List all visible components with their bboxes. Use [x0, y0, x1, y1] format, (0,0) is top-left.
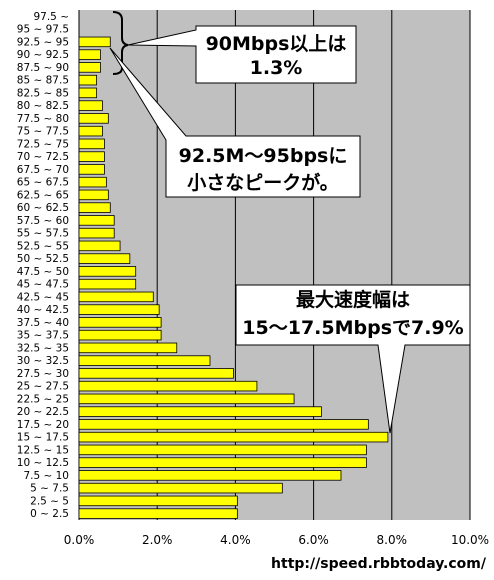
category-label: 70 ~ 72.5	[17, 151, 69, 163]
bar	[78, 482, 283, 494]
category-label: 52.5 ~ 55	[17, 240, 69, 252]
category-label: 32.5 ~ 35	[17, 342, 69, 354]
x-tick-label: 4.0%	[220, 533, 251, 547]
category-label: 80 ~ 82.5	[17, 100, 69, 112]
x-tick-label: 8.0%	[377, 533, 408, 547]
category-label: 85 ~ 87.5	[17, 75, 69, 87]
category-label: 67.5 ~ 70	[17, 164, 69, 176]
bar-series	[78, 36, 389, 519]
category-label: 0 ~ 2.5	[30, 508, 69, 520]
category-label: 77.5 ~ 80	[17, 113, 69, 125]
right-callout-line1: 最大速度幅は	[296, 288, 410, 311]
category-label: 2.5 ~ 5	[30, 495, 69, 507]
category-label: 42.5 ~ 45	[17, 291, 69, 303]
category-label: 40 ~ 42.5	[17, 304, 69, 316]
category-label: 87.5 ~ 90	[17, 62, 69, 74]
category-label: 92.5 ~ 95	[17, 36, 69, 48]
bar	[78, 227, 115, 239]
x-tick-label: 0.0%	[64, 533, 95, 547]
bar	[78, 100, 103, 111]
bar	[78, 278, 137, 290]
bar	[78, 240, 121, 252]
bar	[78, 74, 97, 86]
category-label: 72.5 ~ 75	[17, 138, 69, 150]
category-label: 22.5 ~ 25	[17, 393, 69, 405]
category-label: 35 ~ 37.5	[17, 330, 69, 342]
bar	[78, 291, 154, 303]
bar	[78, 164, 105, 175]
bar	[78, 62, 101, 73]
category-label: 12.5 ~ 15	[17, 444, 69, 456]
bar	[78, 176, 107, 188]
category-label: 62.5 ~ 65	[17, 189, 69, 201]
bar	[78, 406, 322, 417]
bar	[78, 266, 137, 277]
bar	[78, 151, 105, 162]
category-label: 60 ~ 62.5	[17, 202, 69, 214]
category-label: 82.5 ~ 85	[17, 87, 69, 99]
category-label: 95 ~ 97.5	[17, 24, 69, 36]
category-label: 90 ~ 92.5	[17, 49, 69, 61]
bar	[78, 342, 178, 354]
bar	[78, 125, 103, 137]
category-label: 25 ~ 27.5	[17, 381, 69, 393]
category-label: 30 ~ 32.5	[17, 355, 69, 367]
bar	[78, 253, 131, 264]
category-label: 17.5 ~ 20	[17, 419, 69, 431]
category-label: 5 ~ 7.5	[30, 483, 69, 495]
bar	[78, 329, 162, 341]
category-label: 37.5 ~ 40	[17, 317, 69, 329]
bar	[78, 495, 238, 507]
bar	[78, 87, 97, 99]
category-label: 27.5 ~ 30	[17, 368, 69, 380]
top-callout-line1: 90Mbps以上は	[206, 33, 347, 55]
bar	[78, 393, 295, 405]
bar	[78, 431, 389, 443]
right-callout-box	[235, 284, 471, 434]
bar	[78, 457, 367, 468]
category-label: 15 ~ 17.5	[17, 432, 69, 444]
x-tick-label: 6.0%	[298, 533, 329, 547]
mid-callout-line1: 92.5M～95bpsに	[179, 145, 348, 167]
bar	[78, 49, 101, 60]
bar	[78, 444, 367, 456]
top-callout-line2: 1.3%	[250, 57, 303, 79]
category-label: 47.5 ~ 50	[17, 266, 69, 278]
bar	[78, 113, 109, 124]
bar	[78, 317, 162, 328]
bar	[78, 355, 211, 366]
mid-callout-line2: 小さなピークが。	[187, 171, 339, 194]
category-label: 97.5 ~	[33, 11, 69, 23]
right-callout-line2: 15～17.5Mbpsで7.9%	[242, 317, 463, 339]
category-label: 20 ~ 22.5	[17, 406, 69, 418]
category-label: 50 ~ 52.5	[17, 253, 69, 265]
bar	[78, 508, 238, 519]
bar	[78, 36, 111, 48]
bar	[78, 189, 109, 201]
source-url: http://speed.rbbtoday.com/	[271, 556, 487, 572]
top-callout-box	[127, 25, 357, 84]
x-tick-labels: 0.0% 2.0% 4.0% 6.0% 8.0% 10.0%	[64, 533, 489, 547]
mid-callout-box	[109, 47, 361, 198]
category-label: 7.5 ~ 10	[23, 470, 69, 482]
bar	[78, 368, 234, 379]
bar	[78, 202, 111, 213]
category-label: 75 ~ 77.5	[17, 126, 69, 138]
category-label: 65 ~ 67.5	[17, 177, 69, 189]
bar	[78, 138, 105, 150]
category-label: 10 ~ 12.5	[17, 457, 69, 469]
category-label: 45 ~ 47.5	[17, 279, 69, 291]
bar	[78, 470, 342, 481]
category-label: 57.5 ~ 60	[17, 215, 69, 227]
bar	[78, 304, 160, 315]
bar	[78, 215, 115, 226]
category-label: 55 ~ 57.5	[17, 228, 69, 240]
bar	[78, 380, 258, 392]
x-tick-label: 2.0%	[142, 533, 173, 547]
x-tick-label: 10.0%	[451, 533, 489, 547]
bar	[78, 419, 369, 430]
